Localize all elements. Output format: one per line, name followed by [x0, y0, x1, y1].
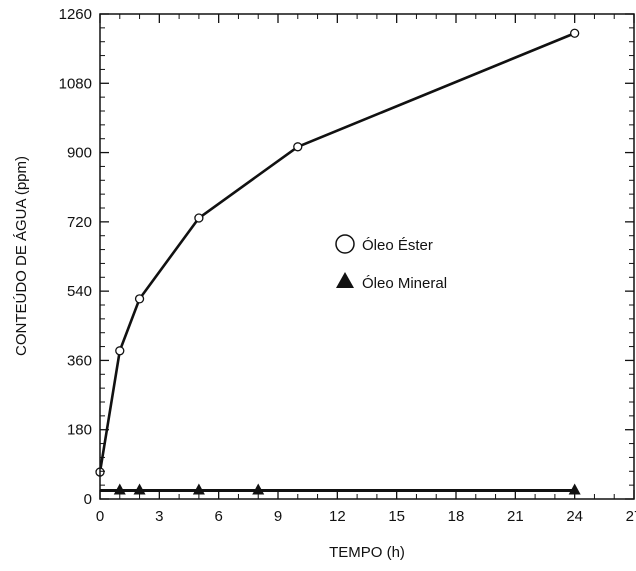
legend-label-mineral: Óleo Mineral	[362, 275, 447, 292]
x-tick-label: 21	[507, 508, 524, 525]
y-tick-label: 360	[67, 352, 92, 369]
ester-data-point	[134, 294, 145, 304]
mineral-data-point	[252, 483, 265, 495]
x-tick-label: 15	[388, 508, 405, 525]
legend: Óleo Éster Óleo Mineral	[335, 234, 447, 292]
y-tick-label: 540	[67, 283, 92, 300]
x-tick-label: 12	[329, 508, 346, 525]
x-tick-label: 6	[214, 508, 222, 525]
y-tick-label: 1080	[59, 75, 92, 92]
ester-data-point	[570, 28, 580, 38]
mineral-data-point	[192, 483, 205, 495]
x-tick-label: 27	[626, 508, 636, 525]
mineral-data-point	[568, 483, 581, 495]
ester-data-point	[194, 213, 204, 223]
y-axis-title: CONTEÚDO DE ÁGUA (ppm)	[13, 156, 30, 356]
x-tick-label: 18	[448, 508, 465, 525]
series-layer	[95, 28, 581, 495]
x-tick-label: 24	[566, 508, 583, 525]
mineral-data-point	[113, 483, 126, 495]
mineral-data-point	[133, 483, 146, 495]
legend-marker-ester	[335, 234, 355, 254]
x-axis-title: TEMPO (h)	[329, 544, 405, 561]
plot-frame	[99, 13, 635, 500]
y-tick-label: 900	[67, 145, 92, 162]
x-tick-label: 0	[96, 508, 104, 525]
ester-data-point	[115, 346, 125, 356]
y-tick-label: 180	[67, 422, 92, 439]
legend-label-ester: Óleo Éster	[362, 237, 433, 254]
x-tick-label: 3	[155, 508, 163, 525]
y-tick-label: 1260	[59, 6, 92, 23]
ester-data-point	[293, 142, 303, 152]
legend-marker-mineral	[336, 272, 354, 288]
tick-labels-layer: 0 3 6 9 12 15 18 21 24 27 0 180 360 540 720 900 1080 1260	[59, 6, 636, 525]
y-tick-label: 720	[67, 214, 92, 231]
ticks-layer	[99, 13, 635, 500]
ester-series-line	[98, 32, 576, 473]
y-tick-label: 0	[84, 491, 92, 508]
x-tick-label: 9	[274, 508, 282, 525]
